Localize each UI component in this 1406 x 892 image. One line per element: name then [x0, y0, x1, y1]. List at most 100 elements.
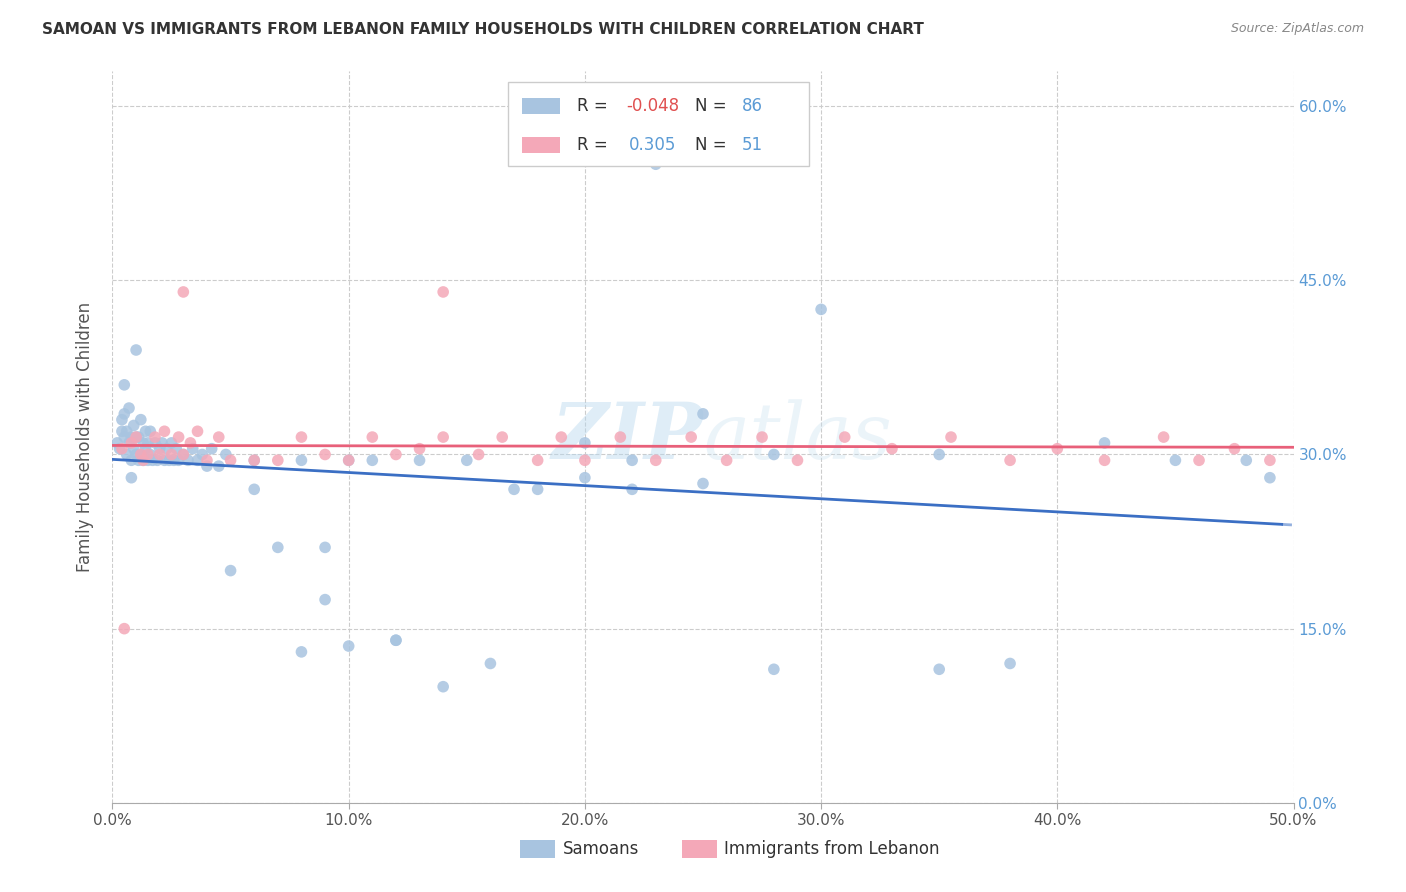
Point: [762, 662, 785, 676]
Point: [337, 453, 360, 467]
Point: [157, 453, 180, 467]
Point: [127, 453, 149, 467]
Point: [208, 459, 231, 474]
Point: [267, 453, 290, 467]
Point: [1164, 453, 1187, 467]
Text: -0.048: -0.048: [626, 97, 679, 115]
Point: [172, 448, 194, 462]
Point: [125, 430, 148, 444]
Point: [491, 430, 513, 444]
Point: [385, 633, 408, 648]
Point: [1094, 436, 1116, 450]
Point: [149, 442, 172, 456]
Point: [574, 471, 596, 485]
Point: [112, 430, 135, 444]
Point: [786, 453, 808, 467]
Point: [432, 285, 454, 299]
Point: [928, 662, 950, 676]
Point: [150, 436, 173, 450]
Point: [939, 430, 962, 444]
Point: [120, 471, 142, 485]
Point: [127, 430, 149, 444]
Text: ZIP: ZIP: [551, 399, 703, 475]
Text: SAMOAN VS IMMIGRANTS FROM LEBANON FAMILY HOUSEHOLDS WITH CHILDREN CORRELATION CH: SAMOAN VS IMMIGRANTS FROM LEBANON FAMILY…: [42, 22, 924, 37]
Point: [160, 436, 183, 450]
Point: [385, 633, 408, 648]
Point: [112, 377, 135, 392]
Text: 86: 86: [742, 97, 763, 115]
Point: [153, 424, 176, 438]
Text: R =: R =: [576, 136, 617, 154]
Point: [692, 407, 714, 421]
Point: [179, 436, 201, 450]
Point: [125, 343, 148, 357]
Text: atlas: atlas: [703, 399, 891, 475]
Point: [1153, 430, 1175, 444]
Point: [314, 592, 336, 607]
Point: [1234, 453, 1257, 467]
Point: [132, 436, 155, 450]
Point: [165, 442, 187, 456]
Point: [609, 430, 631, 444]
Point: [621, 453, 644, 467]
Point: [132, 453, 155, 467]
Point: [120, 430, 142, 444]
Point: [191, 448, 214, 462]
Point: [1046, 442, 1069, 456]
Point: [115, 448, 138, 462]
Point: [181, 442, 204, 456]
Text: 0.305: 0.305: [628, 136, 676, 154]
Point: [195, 453, 218, 467]
Point: [408, 453, 430, 467]
Point: [135, 442, 157, 456]
Point: [681, 430, 703, 444]
FancyBboxPatch shape: [522, 137, 560, 153]
Point: [834, 430, 856, 444]
Point: [385, 448, 408, 462]
Point: [716, 453, 738, 467]
Point: [143, 436, 166, 450]
Point: [432, 430, 454, 444]
Point: [111, 424, 134, 438]
Point: [122, 418, 145, 433]
Point: [135, 424, 157, 438]
Point: [177, 453, 200, 467]
Point: [361, 430, 384, 444]
Text: Samoans: Samoans: [562, 840, 638, 858]
Point: [143, 430, 166, 444]
Point: [574, 453, 596, 467]
Point: [129, 448, 152, 462]
Point: [139, 448, 162, 462]
Point: [219, 564, 242, 578]
Point: [361, 453, 384, 467]
Point: [998, 657, 1021, 671]
Point: [105, 436, 128, 450]
Text: N =: N =: [695, 97, 731, 115]
Point: [172, 448, 194, 462]
Point: [132, 453, 155, 467]
Point: [115, 424, 138, 438]
Point: [337, 639, 360, 653]
Point: [574, 436, 596, 450]
Y-axis label: Family Households with Children: Family Households with Children: [76, 302, 94, 572]
Point: [243, 453, 266, 467]
FancyBboxPatch shape: [508, 82, 810, 167]
Point: [215, 448, 238, 462]
Point: [163, 453, 186, 467]
Point: [125, 448, 148, 462]
Point: [111, 412, 134, 426]
Point: [142, 453, 165, 467]
Point: [503, 483, 526, 497]
Point: [467, 448, 489, 462]
Point: [243, 453, 266, 467]
Text: Source: ZipAtlas.com: Source: ZipAtlas.com: [1230, 22, 1364, 36]
Text: R =: R =: [576, 97, 613, 115]
Point: [314, 541, 336, 555]
Point: [810, 302, 832, 317]
Point: [243, 483, 266, 497]
Point: [526, 453, 548, 467]
Point: [644, 453, 666, 467]
Point: [153, 453, 176, 467]
Point: [479, 657, 502, 671]
Point: [156, 442, 179, 456]
